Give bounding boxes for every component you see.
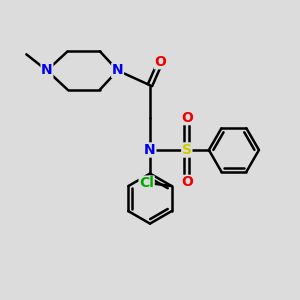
Text: Cl: Cl	[139, 176, 154, 190]
Text: N: N	[41, 64, 53, 77]
Text: O: O	[181, 176, 193, 189]
Text: S: S	[182, 143, 192, 157]
Text: O: O	[154, 55, 166, 69]
Text: O: O	[181, 111, 193, 124]
Text: N: N	[112, 64, 123, 77]
Text: N: N	[144, 143, 156, 157]
